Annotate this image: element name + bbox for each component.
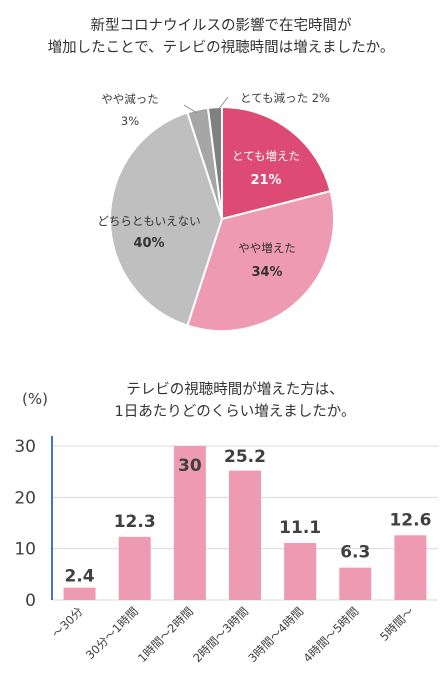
pie-chart: [108, 105, 335, 332]
x-category-label: ～30分: [49, 604, 86, 641]
bar-value-label: 12.6: [389, 510, 431, 530]
bar-value-label: 11.1: [279, 518, 321, 538]
bar: [118, 536, 151, 600]
x-category-label: 2時間～3時間: [190, 604, 251, 665]
bar: [339, 567, 372, 600]
slice-neutral: [108, 111, 224, 327]
slice-pct-very-increased: 21%: [250, 173, 281, 188]
slice-label-somewhat-increased: やや増えた: [238, 241, 296, 255]
x-category-label: 30分～1時間: [83, 604, 141, 662]
label-small-decrease-pct: 3%: [121, 114, 139, 128]
slice-label-neutral: どちらともいえない: [97, 214, 200, 228]
slice-pct-neutral: 40%: [133, 236, 164, 251]
slice-pct-somewhat-increased: 34%: [251, 265, 282, 280]
pie-title-line-1: 新型コロナウイルスの影響で在宅時間が: [91, 16, 352, 34]
slice-very-decreased: [206, 105, 223, 220]
bar: [394, 535, 427, 600]
y-tick-label: 10: [14, 540, 36, 560]
bar-value-label: 2.4: [65, 567, 95, 587]
label-large-decrease: とても減った 2%: [240, 91, 330, 105]
x-category-label: 5時間～: [377, 604, 417, 644]
x-category-label: 1時間～2時間: [135, 604, 196, 665]
slice-very-increased: [221, 105, 332, 221]
slice-somewhat-increased: [186, 189, 335, 332]
y-tick-label: 0: [25, 591, 36, 611]
bar-value-label: 6.3: [340, 543, 370, 563]
x-category-label: 4時間～5時間: [301, 604, 362, 665]
leader-line-small-decrease: [183, 104, 198, 114]
pie-title-line-2: 増加したことで、テレビの視聴時間は増えましたか。: [48, 39, 395, 56]
label-small-decrease: やや減った: [101, 92, 159, 106]
x-category-label: 3時間～4時間: [245, 604, 306, 665]
bar-chart: 0 10 20 30 2.4 ～30分 12.3 30分～1時間 30 1時間～2時間 25.2 2時…: [14, 436, 438, 665]
bar: [284, 543, 317, 600]
bar: [173, 446, 206, 600]
y-unit-label: (%): [22, 390, 48, 408]
bar-value-label: 30: [178, 456, 202, 476]
y-tick-label: 30: [14, 437, 36, 457]
bar-title-line-2: 1日あたりどのくらい増えましたか。: [115, 403, 356, 420]
bar-value-label: 25.2: [224, 447, 266, 467]
bar: [229, 470, 261, 600]
bar: [63, 587, 96, 600]
y-tick-label: 20: [14, 488, 36, 508]
bar-value-label: 12.3: [114, 512, 156, 532]
leader-line-large-decrease: [217, 96, 229, 111]
bar-title-line-1: テレビの視聴時間が増えた方は、: [126, 381, 344, 398]
slice-label-very-increased: とても増えた: [232, 149, 300, 163]
